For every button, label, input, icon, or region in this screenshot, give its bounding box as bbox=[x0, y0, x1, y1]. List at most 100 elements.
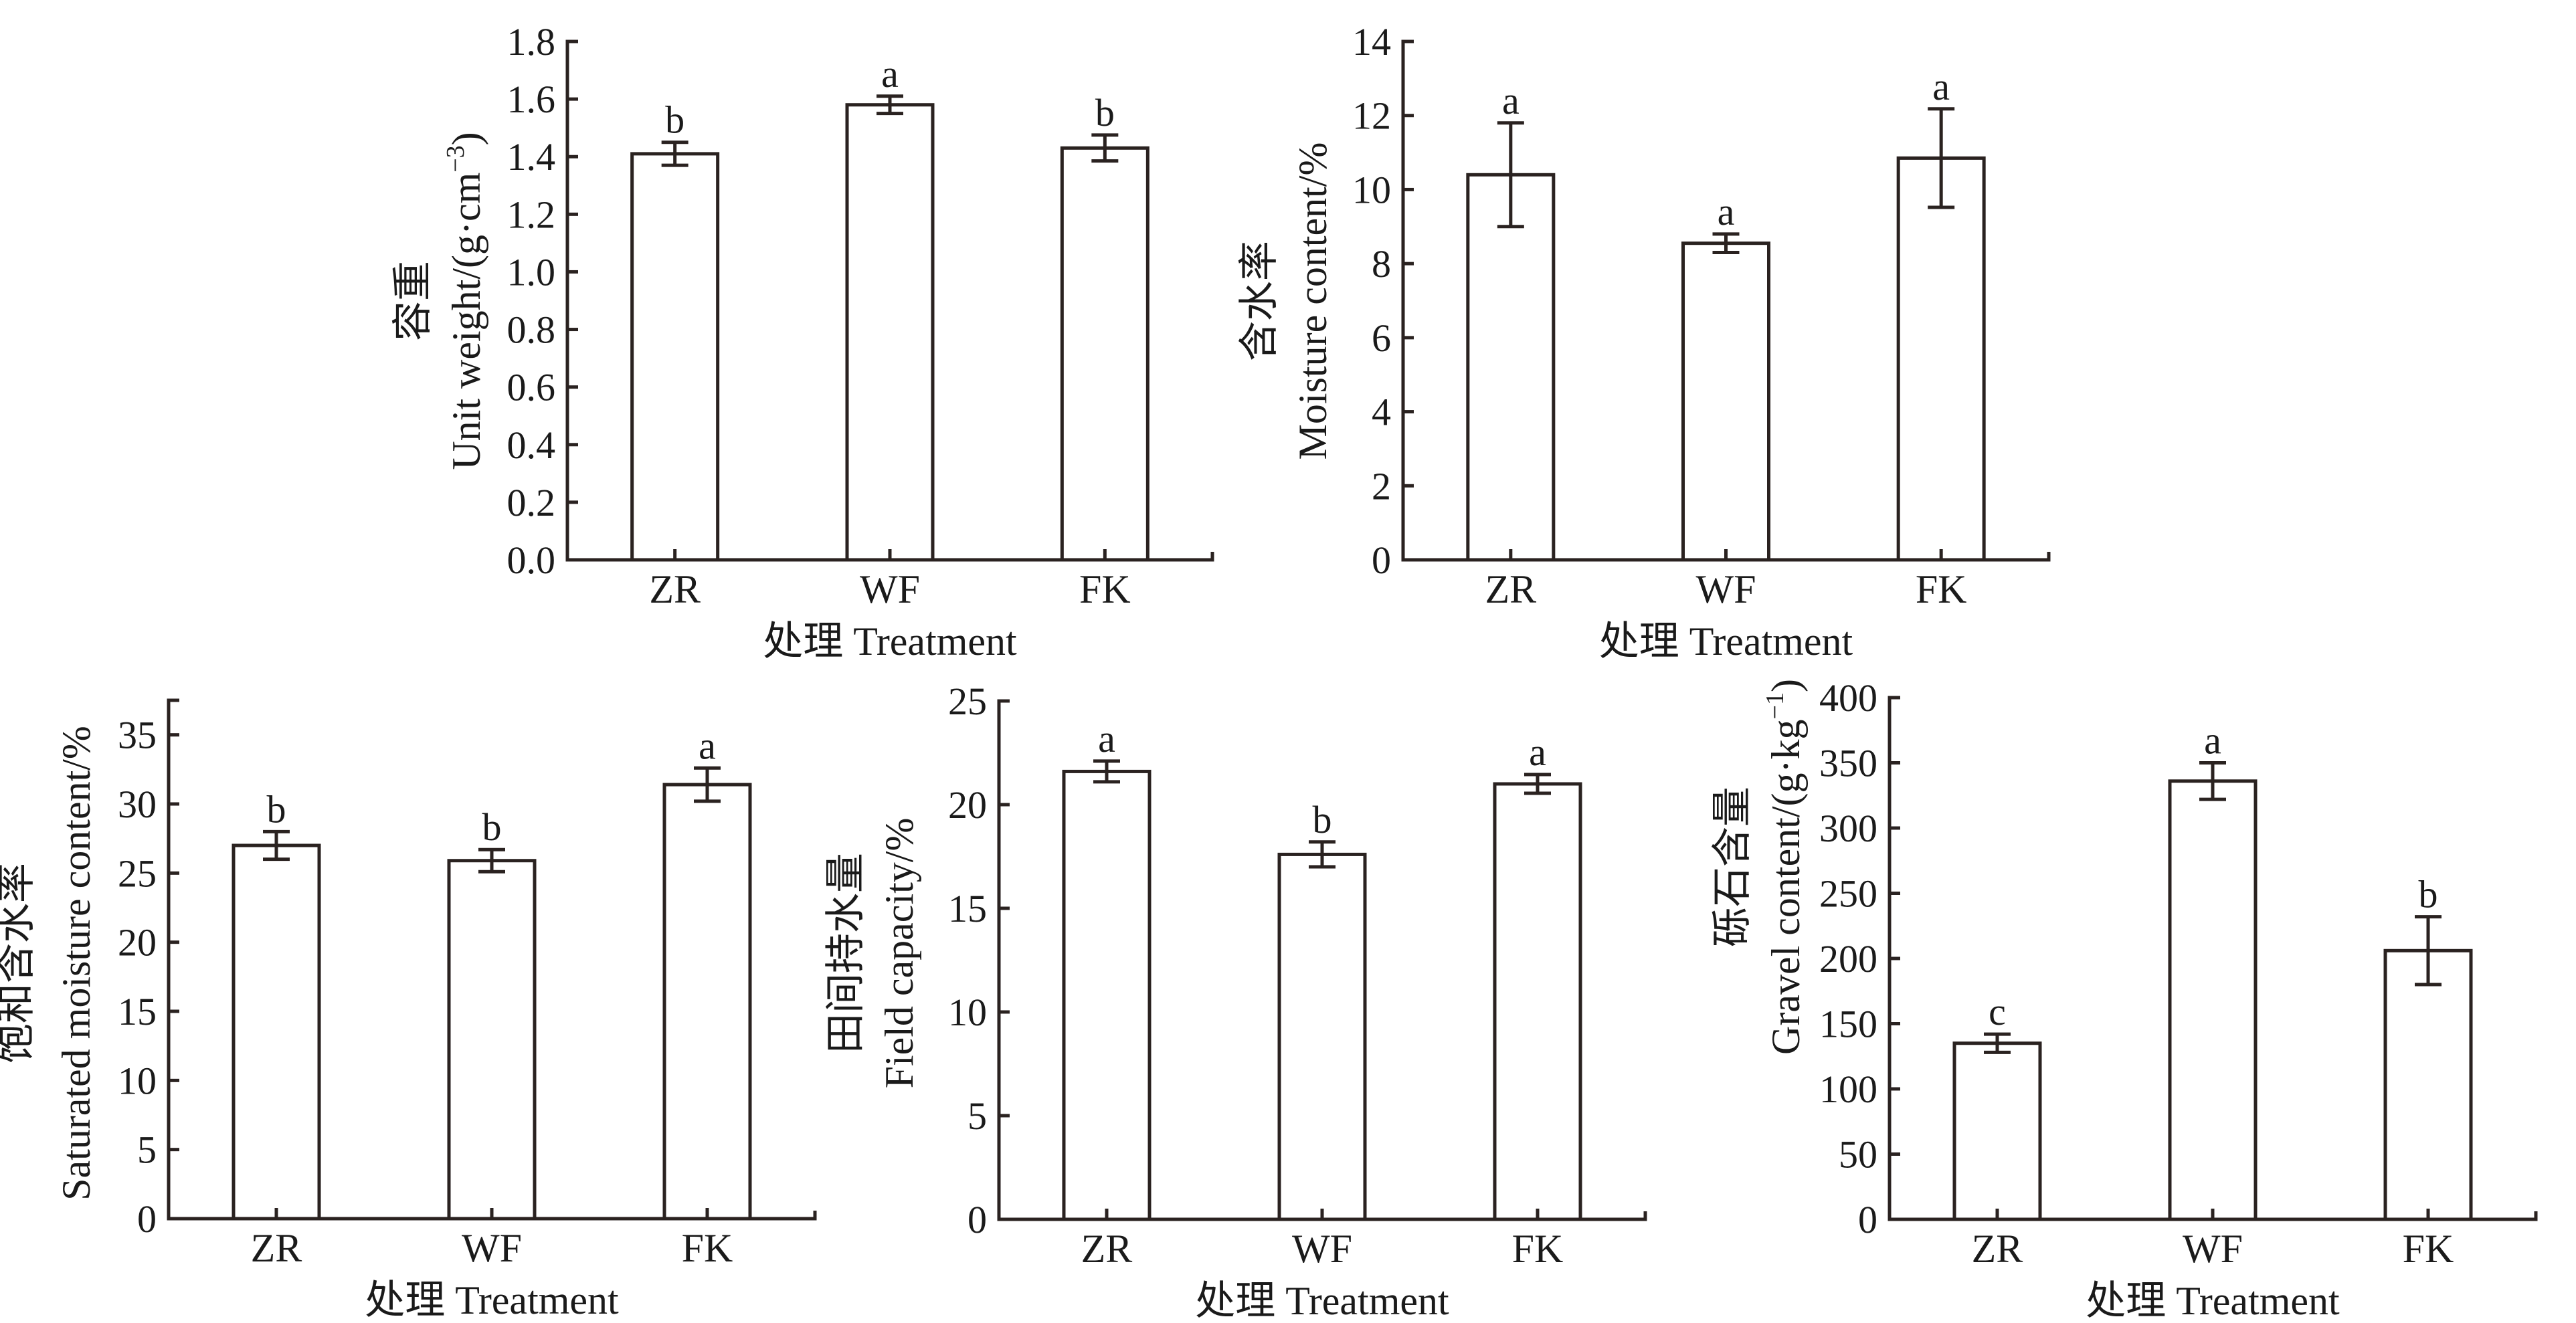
y-axis-title-superscript: −1 bbox=[1761, 692, 1789, 719]
y-tick-label: 1.2 bbox=[507, 193, 556, 236]
y-axis-title-en: Saturated moisture content/% bbox=[54, 726, 98, 1201]
x-tick-label: ZR bbox=[649, 567, 701, 611]
y-axis-title-en-main: Moisture content/% bbox=[1291, 142, 1335, 460]
significance-label: a bbox=[1718, 190, 1735, 233]
y-tick-label: 1.8 bbox=[507, 20, 556, 64]
significance-label: c bbox=[1989, 990, 2006, 1033]
y-axis-title-cn: 田间持水量 bbox=[824, 853, 868, 1053]
y-axis-title-en-main: Field capacity/% bbox=[877, 818, 921, 1089]
y-tick-label: 0.2 bbox=[507, 481, 556, 524]
error-bar-wf bbox=[1712, 232, 1740, 255]
x-tick-label: FK bbox=[1916, 567, 1967, 611]
x-tick-label: ZR bbox=[1081, 1227, 1133, 1271]
y-tick-label: 100 bbox=[1819, 1067, 1877, 1111]
bar-wf bbox=[845, 103, 935, 562]
bar-fk bbox=[2383, 948, 2473, 1221]
x-tick-label: FK bbox=[1512, 1227, 1564, 1271]
significance-label: b bbox=[267, 787, 286, 831]
y-tick-label: 5 bbox=[968, 1094, 987, 1138]
y-tick-label: 4 bbox=[1372, 391, 1391, 434]
significance-label: a bbox=[2204, 719, 2221, 762]
error-bar-wf bbox=[2199, 761, 2226, 801]
y-axis-title-cn: 容重 bbox=[391, 261, 435, 341]
y-tick-label: 20 bbox=[118, 921, 157, 964]
y-axis-title-cn: 含水率 bbox=[1237, 241, 1281, 361]
y-axis-title-close: ) bbox=[444, 132, 488, 145]
y-tick-label: 400 bbox=[1819, 676, 1877, 720]
y-tick-label: 5 bbox=[137, 1128, 157, 1172]
y-tick-label: 0 bbox=[1858, 1198, 1877, 1241]
bar-fk bbox=[1060, 146, 1149, 562]
x-tick-label: ZR bbox=[1972, 1227, 2023, 1271]
bar-fk bbox=[1493, 782, 1582, 1221]
error-bar-zr bbox=[1497, 121, 1524, 229]
y-tick-label: 0.8 bbox=[507, 308, 556, 352]
bar-zr bbox=[630, 152, 720, 562]
y-axis-title-en-main: Gravel content/(g·kg bbox=[1764, 719, 1808, 1054]
y-tick-label: 14 bbox=[1352, 20, 1391, 64]
x-tick-label: WF bbox=[2183, 1227, 2243, 1271]
significance-label: a bbox=[1502, 79, 1520, 122]
x-tick-label: WF bbox=[1696, 567, 1756, 611]
significance-label: b bbox=[1313, 798, 1332, 841]
panel-field-capacity: a b a 0 5 10 15 20 25 ZR WF FK 处理 Treatment 田间持水量 Fiel… bbox=[824, 680, 1647, 1323]
bar-fk bbox=[662, 783, 752, 1221]
error-bar-fk bbox=[1928, 107, 1955, 209]
error-bar-zr bbox=[1984, 1032, 2011, 1054]
bar-wf bbox=[447, 859, 537, 1221]
y-tick-label: 30 bbox=[118, 783, 157, 826]
y-tick-label: 15 bbox=[948, 887, 987, 930]
bar-wf bbox=[1681, 241, 1770, 562]
significance-label: a bbox=[699, 724, 716, 767]
significance-label: a bbox=[1932, 65, 1950, 108]
x-tick-label: WF bbox=[860, 567, 920, 611]
x-tick-label: FK bbox=[1079, 567, 1131, 611]
x-axis-title: 处理 Treatment bbox=[763, 619, 1017, 664]
error-bar-zr bbox=[661, 140, 688, 167]
y-axis-title-en: Moisture content/% bbox=[1291, 142, 1335, 460]
y-tick-label: 8 bbox=[1372, 242, 1391, 286]
y-tick-label: 50 bbox=[1839, 1133, 1877, 1177]
y-axis-title-en-main: Unit weight/(g·cm bbox=[444, 173, 488, 470]
error-bar-zr bbox=[263, 829, 290, 861]
panel-gravel-content: c a b 0 50 100 150 200 250 300 350 400 ZR WF FK 处理 Trea… bbox=[1710, 676, 2538, 1323]
error-bar-wf bbox=[877, 94, 903, 116]
x-axis-title: 处理 Treatment bbox=[2086, 1279, 2340, 1323]
y-tick-label: 35 bbox=[118, 714, 157, 757]
y-tick-label: 2 bbox=[1372, 464, 1391, 508]
y-tick-label: 300 bbox=[1819, 807, 1877, 850]
y-tick-label: 0 bbox=[137, 1197, 157, 1241]
y-tick-label: 250 bbox=[1819, 872, 1877, 916]
y-tick-label: 20 bbox=[948, 783, 987, 827]
y-axis-title-cn: 砾石含量 bbox=[1710, 787, 1754, 947]
significance-label: a bbox=[881, 52, 899, 96]
y-tick-label: 0.4 bbox=[507, 423, 556, 467]
y-axis-title-en: Unit weight/(g·cm−3) bbox=[442, 132, 488, 470]
bar-wf bbox=[1277, 852, 1367, 1221]
y-tick-label: 1.0 bbox=[507, 250, 556, 294]
panel-unit-weight: b a b 0.0 0.2 0.4 0.6 0.8 1.0 1.2 1.4 1.6 1.8 ZR WF FK 处… bbox=[391, 20, 1214, 664]
bar-fk bbox=[1896, 156, 1986, 562]
y-axis-title-en: Gravel content/(g·kg−1) bbox=[1761, 679, 1808, 1055]
panel-saturated-moisture-content: b b a 0 5 10 15 20 25 30 35 ZR WF FK 处理 Treatment 饱和含水率… bbox=[0, 698, 817, 1322]
bar-zr bbox=[1062, 769, 1152, 1221]
x-axis-title: 处理 Treatment bbox=[365, 1278, 619, 1322]
y-axis-title-close: ) bbox=[1764, 679, 1808, 692]
y-tick-label: 350 bbox=[1819, 742, 1877, 785]
error-bar-fk bbox=[1091, 133, 1119, 163]
significance-label: b bbox=[665, 98, 684, 142]
x-tick-label: FK bbox=[682, 1226, 733, 1270]
error-bar-fk bbox=[694, 766, 721, 803]
y-tick-label: 0 bbox=[1372, 538, 1391, 582]
x-tick-label: WF bbox=[462, 1226, 522, 1270]
x-axis-title: 处理 Treatment bbox=[1599, 619, 1853, 664]
error-bar-wf bbox=[478, 847, 505, 874]
y-tick-label: 6 bbox=[1372, 316, 1391, 360]
significance-label: a bbox=[1098, 717, 1115, 760]
x-axis-title: 处理 Treatment bbox=[1195, 1279, 1449, 1323]
bar-zr bbox=[1952, 1041, 2042, 1221]
error-bar-wf bbox=[1309, 840, 1336, 869]
bar-wf bbox=[2168, 779, 2258, 1221]
y-tick-label: 200 bbox=[1819, 937, 1877, 981]
